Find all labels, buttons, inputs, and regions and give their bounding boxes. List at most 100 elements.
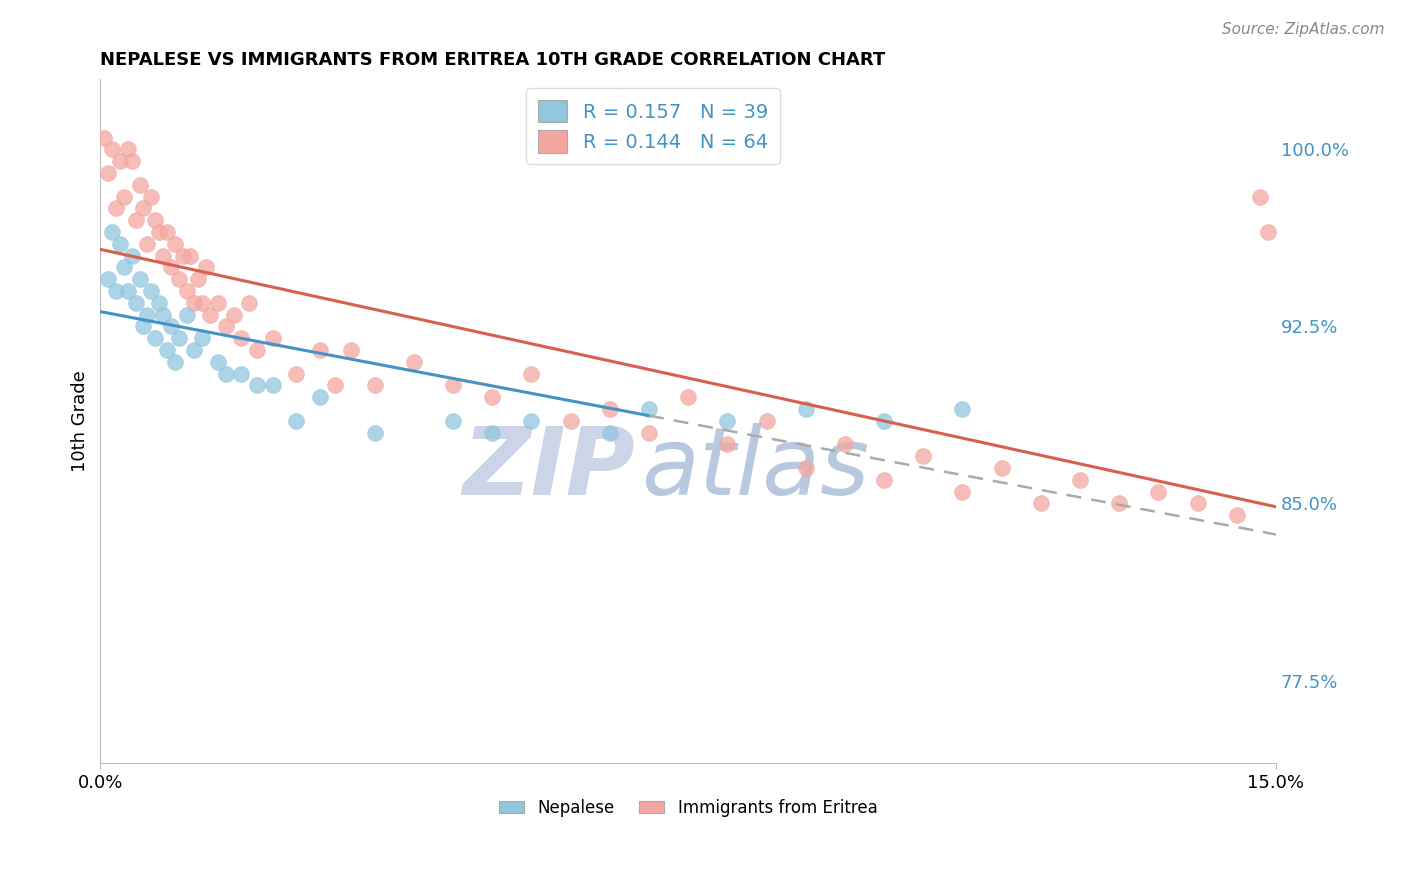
Point bbox=[191, 331, 214, 345]
Point bbox=[136, 236, 159, 251]
Point bbox=[246, 343, 269, 357]
Point bbox=[262, 331, 284, 345]
Point bbox=[183, 295, 205, 310]
Point bbox=[363, 378, 385, 392]
Point bbox=[124, 295, 146, 310]
Point bbox=[238, 295, 260, 310]
Point bbox=[128, 272, 150, 286]
Point bbox=[716, 437, 738, 451]
Text: atlas: atlas bbox=[641, 424, 869, 515]
Point bbox=[520, 414, 543, 428]
Point bbox=[873, 473, 896, 487]
Text: ZIP: ZIP bbox=[463, 423, 636, 515]
Point bbox=[990, 461, 1012, 475]
Point bbox=[172, 249, 194, 263]
Point bbox=[441, 378, 464, 392]
Point bbox=[1187, 496, 1209, 510]
Point bbox=[148, 295, 170, 310]
Text: Source: ZipAtlas.com: Source: ZipAtlas.com bbox=[1222, 22, 1385, 37]
Point bbox=[97, 272, 120, 286]
Point bbox=[325, 378, 347, 392]
Point bbox=[1069, 473, 1091, 487]
Point bbox=[152, 308, 174, 322]
Point bbox=[231, 367, 253, 381]
Point bbox=[441, 414, 464, 428]
Point bbox=[755, 414, 778, 428]
Point bbox=[176, 308, 198, 322]
Point bbox=[873, 414, 896, 428]
Point bbox=[794, 402, 817, 417]
Point bbox=[108, 236, 131, 251]
Point bbox=[179, 249, 201, 263]
Point bbox=[481, 425, 503, 440]
Point bbox=[148, 225, 170, 239]
Point bbox=[1226, 508, 1249, 523]
Point bbox=[183, 343, 205, 357]
Point bbox=[207, 355, 229, 369]
Point bbox=[363, 425, 385, 440]
Point bbox=[191, 295, 214, 310]
Point bbox=[285, 414, 308, 428]
Point bbox=[176, 284, 198, 298]
Point bbox=[101, 225, 124, 239]
Point bbox=[952, 484, 974, 499]
Point bbox=[222, 308, 245, 322]
Point bbox=[340, 343, 363, 357]
Point bbox=[132, 202, 155, 216]
Point bbox=[128, 178, 150, 192]
Point bbox=[215, 319, 238, 334]
Point bbox=[108, 154, 131, 169]
Point bbox=[187, 272, 209, 286]
Point bbox=[152, 249, 174, 263]
Point bbox=[912, 449, 935, 463]
Point bbox=[560, 414, 582, 428]
Point bbox=[308, 343, 330, 357]
Point bbox=[156, 343, 179, 357]
Point bbox=[97, 166, 120, 180]
Point bbox=[101, 142, 124, 156]
Point bbox=[105, 284, 128, 298]
Point bbox=[207, 295, 229, 310]
Point bbox=[195, 260, 218, 275]
Point bbox=[143, 213, 166, 227]
Point bbox=[1257, 225, 1279, 239]
Point bbox=[402, 355, 425, 369]
Point bbox=[143, 331, 166, 345]
Point bbox=[167, 331, 190, 345]
Point bbox=[1108, 496, 1130, 510]
Point bbox=[638, 425, 661, 440]
Point bbox=[167, 272, 190, 286]
Y-axis label: 10th Grade: 10th Grade bbox=[72, 370, 89, 472]
Point bbox=[112, 189, 135, 203]
Point bbox=[117, 284, 139, 298]
Point bbox=[121, 154, 143, 169]
Point bbox=[1029, 496, 1052, 510]
Legend: Nepalese, Immigrants from Eritrea: Nepalese, Immigrants from Eritrea bbox=[492, 792, 884, 823]
Point bbox=[231, 331, 253, 345]
Point bbox=[132, 319, 155, 334]
Point bbox=[599, 425, 621, 440]
Point bbox=[160, 260, 183, 275]
Point bbox=[105, 202, 128, 216]
Point bbox=[156, 225, 179, 239]
Point bbox=[481, 390, 503, 404]
Point bbox=[198, 308, 221, 322]
Point bbox=[121, 249, 143, 263]
Point bbox=[1147, 484, 1170, 499]
Point bbox=[716, 414, 738, 428]
Point bbox=[285, 367, 308, 381]
Point bbox=[93, 130, 115, 145]
Point bbox=[1249, 189, 1271, 203]
Point bbox=[520, 367, 543, 381]
Text: NEPALESE VS IMMIGRANTS FROM ERITREA 10TH GRADE CORRELATION CHART: NEPALESE VS IMMIGRANTS FROM ERITREA 10TH… bbox=[100, 51, 886, 69]
Point bbox=[834, 437, 856, 451]
Point bbox=[160, 319, 183, 334]
Point bbox=[599, 402, 621, 417]
Point bbox=[215, 367, 238, 381]
Point bbox=[676, 390, 699, 404]
Point bbox=[163, 236, 186, 251]
Point bbox=[246, 378, 269, 392]
Point bbox=[638, 402, 661, 417]
Point bbox=[117, 142, 139, 156]
Point bbox=[794, 461, 817, 475]
